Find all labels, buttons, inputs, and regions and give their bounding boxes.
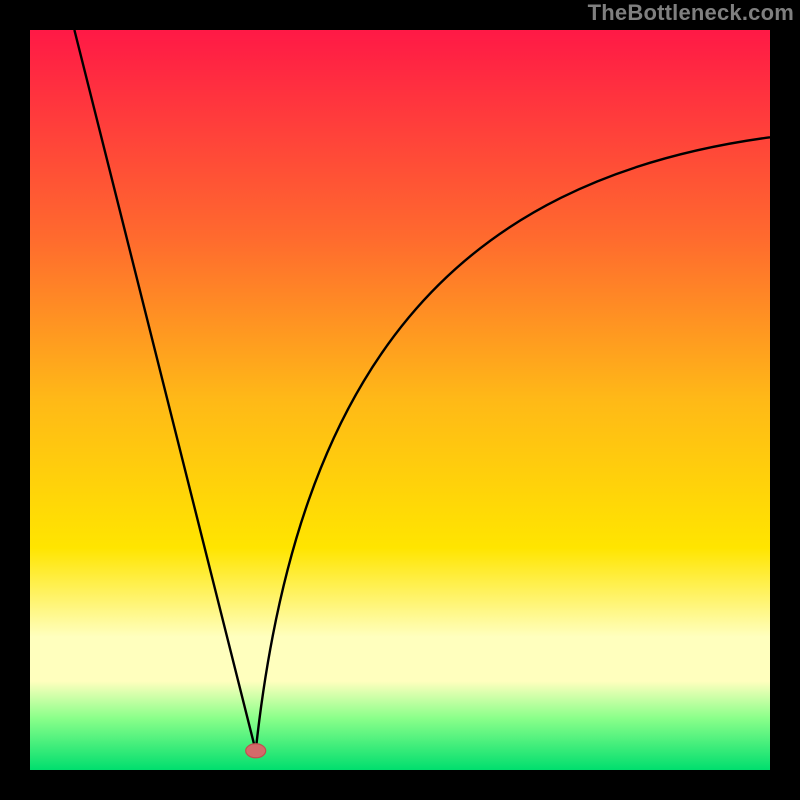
watermark-text: TheBottleneck.com [588,0,794,26]
optimum-marker [246,744,266,758]
chart-canvas [0,0,800,800]
gradient-background [30,30,770,770]
chart-frame: TheBottleneck.com [0,0,800,800]
